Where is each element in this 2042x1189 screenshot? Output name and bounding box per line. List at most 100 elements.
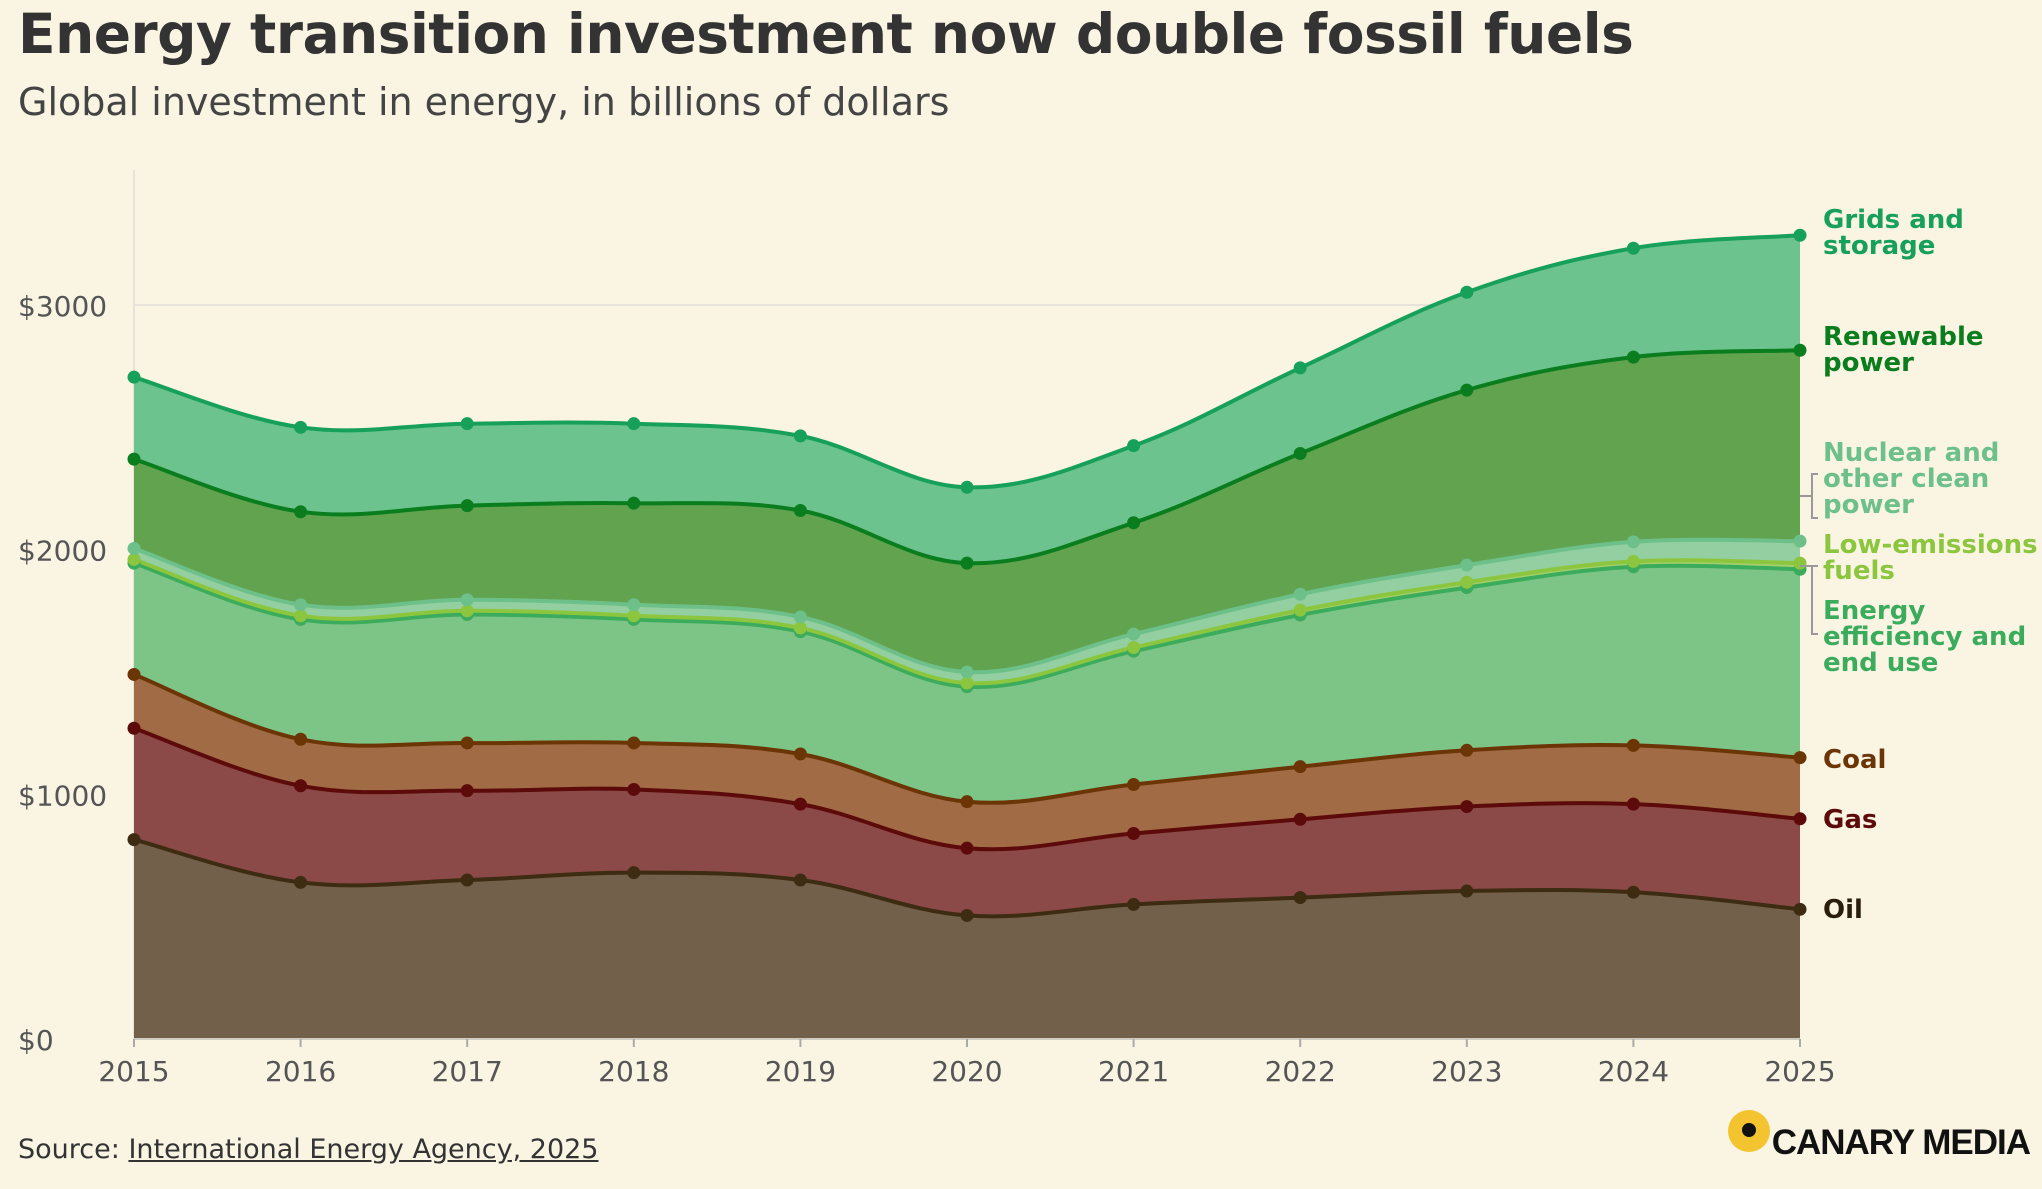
x-tick-label: 2019 bbox=[765, 1055, 836, 1088]
area-gas bbox=[134, 728, 1800, 917]
series-points bbox=[127, 228, 1807, 922]
x-tick-label: 2017 bbox=[432, 1055, 503, 1088]
data-point bbox=[127, 833, 141, 847]
data-point bbox=[1460, 383, 1474, 397]
data-point bbox=[627, 609, 641, 623]
data-point bbox=[627, 598, 641, 612]
data-point bbox=[1293, 760, 1307, 774]
data-point bbox=[960, 795, 974, 809]
x-tick-label: 2024 bbox=[1598, 1055, 1669, 1088]
y-tick-label: $0 bbox=[18, 1024, 54, 1057]
data-point bbox=[793, 747, 807, 761]
series-label: Gas bbox=[1823, 805, 1877, 835]
chart-subtitle: Global investment in energy, in billions… bbox=[18, 80, 950, 124]
data-point bbox=[1127, 627, 1141, 641]
data-point bbox=[627, 496, 641, 510]
data-point bbox=[460, 604, 474, 618]
data-point bbox=[1293, 891, 1307, 905]
data-point bbox=[294, 779, 308, 793]
data-point bbox=[793, 797, 807, 811]
label-bracket bbox=[1811, 565, 1818, 635]
x-tick-label: 2023 bbox=[1431, 1055, 1502, 1088]
data-point bbox=[1127, 641, 1141, 655]
axes: $0 $1000 $2000 $3000 2015 2016 2017 2018 2019 202… bbox=[18, 290, 1836, 1088]
data-point bbox=[294, 505, 308, 519]
data-point bbox=[1460, 558, 1474, 572]
data-point bbox=[793, 504, 807, 518]
y-tick-label: $1000 bbox=[18, 779, 107, 812]
data-point bbox=[1626, 535, 1640, 549]
label-bracket bbox=[1811, 473, 1818, 519]
data-point bbox=[1460, 575, 1474, 589]
x-tick-label: 2018 bbox=[598, 1055, 669, 1088]
series-label: Renewable power bbox=[1823, 322, 1984, 378]
data-point bbox=[1793, 228, 1807, 242]
series-label: Nuclear and other clean power bbox=[1823, 438, 1999, 520]
data-point bbox=[1793, 902, 1807, 916]
data-point bbox=[294, 609, 308, 623]
area-grids-and-storage bbox=[134, 235, 1800, 564]
source-link[interactable]: International Energy Agency, 2025 bbox=[128, 1134, 599, 1165]
brand-logo: CANARY MEDIA bbox=[1727, 1110, 2031, 1164]
canary-logo-icon bbox=[1727, 1110, 1770, 1152]
data-point bbox=[127, 370, 141, 384]
data-point bbox=[793, 429, 807, 443]
data-point bbox=[1127, 826, 1141, 840]
data-point bbox=[793, 610, 807, 624]
data-point bbox=[127, 541, 141, 555]
data-point bbox=[1626, 797, 1640, 811]
data-point bbox=[1793, 343, 1807, 357]
data-point bbox=[460, 873, 474, 887]
data-point bbox=[960, 676, 974, 690]
data-point bbox=[1626, 241, 1640, 255]
data-point bbox=[1460, 285, 1474, 299]
data-point bbox=[1793, 812, 1807, 826]
data-point bbox=[627, 866, 641, 880]
series-label: Coal bbox=[1823, 745, 1886, 775]
data-point bbox=[1293, 603, 1307, 617]
data-point bbox=[1793, 751, 1807, 765]
data-point bbox=[1293, 447, 1307, 461]
data-point bbox=[460, 593, 474, 607]
source-prefix: Source: bbox=[18, 1134, 120, 1165]
brand-name: CANARY MEDIA bbox=[1771, 1123, 2031, 1162]
x-tick-label: 2025 bbox=[1764, 1055, 1835, 1088]
x-tick-label: 2022 bbox=[1265, 1055, 1336, 1088]
data-point bbox=[1626, 885, 1640, 899]
chart-title: Energy transition investment now double … bbox=[18, 2, 1634, 66]
area-nuclear-and-other-clean-power bbox=[134, 539, 1800, 684]
data-point bbox=[127, 721, 141, 735]
data-point bbox=[960, 665, 974, 679]
data-point bbox=[1293, 587, 1307, 601]
x-tick-label: 2021 bbox=[1098, 1055, 1169, 1088]
x-tick-label: 2016 bbox=[265, 1055, 336, 1088]
data-point bbox=[793, 873, 807, 887]
data-point bbox=[127, 667, 141, 681]
series-label: Oil bbox=[1823, 895, 1863, 925]
data-point bbox=[294, 875, 308, 889]
data-point bbox=[1626, 738, 1640, 752]
data-point bbox=[460, 499, 474, 513]
data-point bbox=[127, 452, 141, 466]
data-point bbox=[294, 732, 308, 746]
data-point bbox=[294, 598, 308, 612]
series-label: Energy efficiency and end use bbox=[1823, 596, 2026, 678]
data-point bbox=[1793, 534, 1807, 548]
data-point bbox=[1460, 743, 1474, 757]
data-point bbox=[1127, 778, 1141, 792]
data-point bbox=[1460, 800, 1474, 814]
data-point bbox=[460, 417, 474, 431]
data-point bbox=[960, 480, 974, 494]
series-labels: Oil Gas Coal Energy efficiency and end use Low… bbox=[1800, 205, 2038, 925]
data-point bbox=[1127, 439, 1141, 453]
x-tick-label: 2015 bbox=[98, 1055, 169, 1088]
data-point bbox=[1293, 812, 1307, 826]
series-label: Grids and storage bbox=[1823, 205, 1964, 261]
data-point bbox=[1127, 897, 1141, 911]
data-point bbox=[460, 784, 474, 798]
data-point bbox=[1460, 884, 1474, 898]
data-point bbox=[1793, 556, 1807, 570]
area-energy-efficiency-and-end-use bbox=[134, 563, 1800, 803]
area-coal bbox=[134, 674, 1800, 850]
